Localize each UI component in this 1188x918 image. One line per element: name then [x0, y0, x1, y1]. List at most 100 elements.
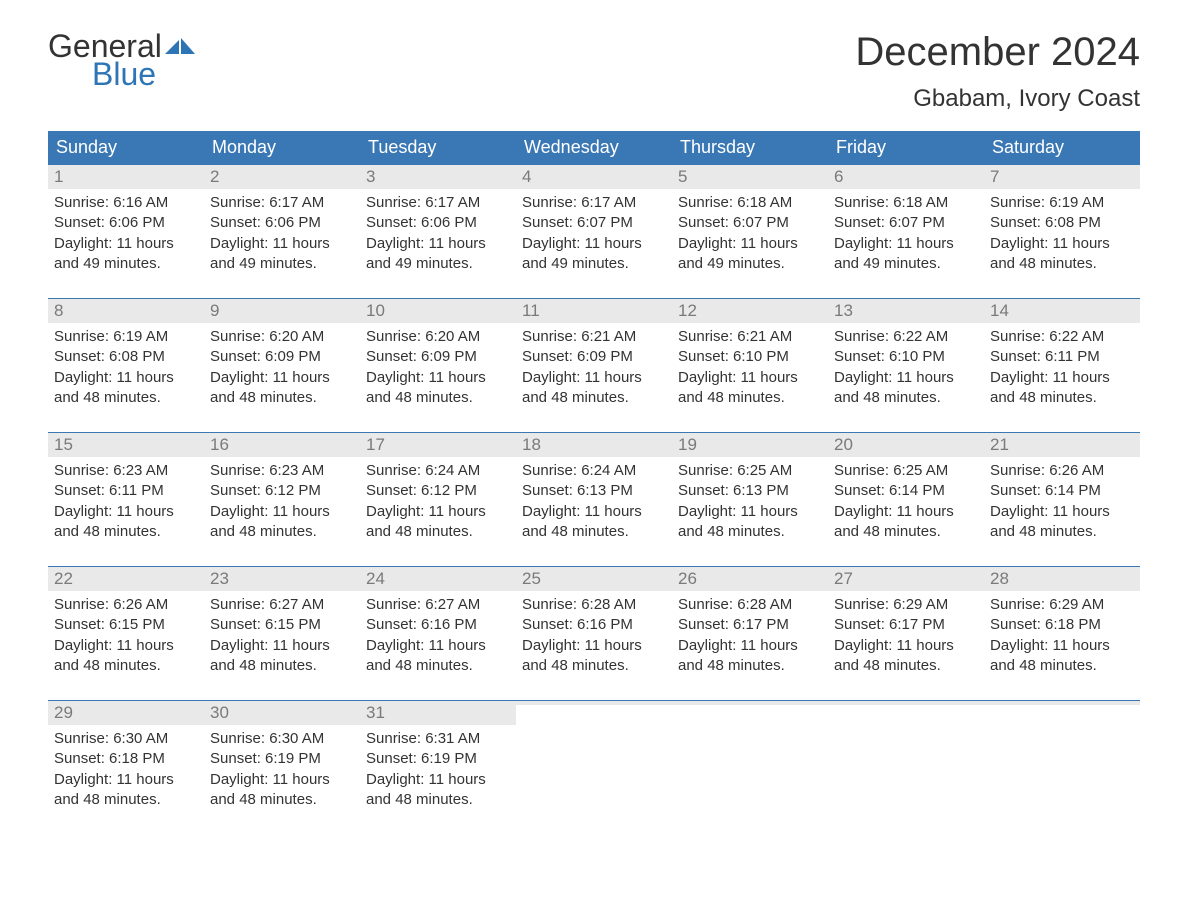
daylight-line: Daylight: 11 hours and 48 minutes. [366, 368, 510, 409]
day-number-row: 4 [516, 165, 672, 189]
sunrise-line: Sunrise: 6:30 AM [210, 729, 354, 749]
daylight-line: Daylight: 11 hours and 48 minutes. [366, 770, 510, 811]
sunset-line: Sunset: 6:14 PM [990, 481, 1134, 501]
day-details: Sunrise: 6:23 AMSunset: 6:12 PMDaylight:… [204, 457, 360, 548]
calendar-week: 15Sunrise: 6:23 AMSunset: 6:11 PMDayligh… [48, 432, 1140, 548]
day-number: 16 [204, 433, 360, 457]
sunrise-line: Sunrise: 6:28 AM [522, 595, 666, 615]
calendar-day-cell: 5Sunrise: 6:18 AMSunset: 6:07 PMDaylight… [672, 165, 828, 280]
day-number-row: 3 [360, 165, 516, 189]
calendar-day-cell: 2Sunrise: 6:17 AMSunset: 6:06 PMDaylight… [204, 165, 360, 280]
calendar-week: 1Sunrise: 6:16 AMSunset: 6:06 PMDaylight… [48, 164, 1140, 280]
day-number-row: 27 [828, 567, 984, 591]
daylight-line: Daylight: 11 hours and 49 minutes. [210, 234, 354, 275]
day-number-row: 31 [360, 701, 516, 725]
day-details: Sunrise: 6:25 AMSunset: 6:13 PMDaylight:… [672, 457, 828, 548]
day-number: 25 [516, 567, 672, 591]
day-number-row: 26 [672, 567, 828, 591]
daylight-line: Daylight: 11 hours and 48 minutes. [678, 636, 822, 677]
daylight-line: Daylight: 11 hours and 48 minutes. [210, 770, 354, 811]
daylight-line: Daylight: 11 hours and 48 minutes. [366, 636, 510, 677]
day-number: 30 [204, 701, 360, 725]
calendar-day-cell [828, 701, 984, 816]
day-number: 2 [204, 165, 360, 189]
daylight-line: Daylight: 11 hours and 48 minutes. [678, 502, 822, 543]
day-number: 12 [672, 299, 828, 323]
day-number-row: 10 [360, 299, 516, 323]
sunrise-line: Sunrise: 6:27 AM [366, 595, 510, 615]
daylight-line: Daylight: 11 hours and 48 minutes. [990, 502, 1134, 543]
dow-tuesday: Tuesday [360, 131, 516, 164]
day-details: Sunrise: 6:17 AMSunset: 6:07 PMDaylight:… [516, 189, 672, 280]
day-details: Sunrise: 6:17 AMSunset: 6:06 PMDaylight:… [204, 189, 360, 280]
day-number: 24 [360, 567, 516, 591]
sunrise-line: Sunrise: 6:22 AM [990, 327, 1134, 347]
sunrise-line: Sunrise: 6:22 AM [834, 327, 978, 347]
daylight-line: Daylight: 11 hours and 48 minutes. [834, 636, 978, 677]
sunset-line: Sunset: 6:07 PM [678, 213, 822, 233]
daylight-line: Daylight: 11 hours and 48 minutes. [522, 502, 666, 543]
dow-saturday: Saturday [984, 131, 1140, 164]
calendar-week: 29Sunrise: 6:30 AMSunset: 6:18 PMDayligh… [48, 700, 1140, 816]
calendar-day-cell: 9Sunrise: 6:20 AMSunset: 6:09 PMDaylight… [204, 299, 360, 414]
day-number: 5 [672, 165, 828, 189]
sunrise-line: Sunrise: 6:30 AM [54, 729, 198, 749]
brand-word2: Blue [92, 58, 195, 90]
calendar-day-cell: 13Sunrise: 6:22 AMSunset: 6:10 PMDayligh… [828, 299, 984, 414]
sunrise-line: Sunrise: 6:26 AM [990, 461, 1134, 481]
sunrise-line: Sunrise: 6:24 AM [522, 461, 666, 481]
day-number-row: 5 [672, 165, 828, 189]
sunset-line: Sunset: 6:19 PM [366, 749, 510, 769]
month-title: December 2024 [855, 30, 1140, 75]
day-number: 26 [672, 567, 828, 591]
day-details: Sunrise: 6:18 AMSunset: 6:07 PMDaylight:… [828, 189, 984, 280]
day-details: Sunrise: 6:28 AMSunset: 6:16 PMDaylight:… [516, 591, 672, 682]
calendar-day-cell: 4Sunrise: 6:17 AMSunset: 6:07 PMDaylight… [516, 165, 672, 280]
page-header: General Blue December 2024 Gbabam, Ivory… [48, 30, 1140, 113]
sunset-line: Sunset: 6:16 PM [366, 615, 510, 635]
calendar-body: 1Sunrise: 6:16 AMSunset: 6:06 PMDaylight… [48, 164, 1140, 816]
day-details: Sunrise: 6:26 AMSunset: 6:15 PMDaylight:… [48, 591, 204, 682]
daylight-line: Daylight: 11 hours and 49 minutes. [366, 234, 510, 275]
dow-sunday: Sunday [48, 131, 204, 164]
day-number: 21 [984, 433, 1140, 457]
day-number: 28 [984, 567, 1140, 591]
day-number-row: 19 [672, 433, 828, 457]
day-number: 23 [204, 567, 360, 591]
sunrise-line: Sunrise: 6:31 AM [366, 729, 510, 749]
daylight-line: Daylight: 11 hours and 48 minutes. [522, 368, 666, 409]
sunset-line: Sunset: 6:18 PM [990, 615, 1134, 635]
calendar-day-cell: 17Sunrise: 6:24 AMSunset: 6:12 PMDayligh… [360, 433, 516, 548]
day-number-row: 28 [984, 567, 1140, 591]
calendar-day-cell: 25Sunrise: 6:28 AMSunset: 6:16 PMDayligh… [516, 567, 672, 682]
sunrise-line: Sunrise: 6:21 AM [678, 327, 822, 347]
sunset-line: Sunset: 6:15 PM [54, 615, 198, 635]
calendar: Sunday Monday Tuesday Wednesday Thursday… [48, 131, 1140, 816]
day-number-row: 25 [516, 567, 672, 591]
brand-triangle-icon [165, 34, 195, 58]
day-details: Sunrise: 6:29 AMSunset: 6:17 PMDaylight:… [828, 591, 984, 682]
calendar-day-cell: 27Sunrise: 6:29 AMSunset: 6:17 PMDayligh… [828, 567, 984, 682]
day-details: Sunrise: 6:22 AMSunset: 6:10 PMDaylight:… [828, 323, 984, 414]
day-number-row: 23 [204, 567, 360, 591]
sunrise-line: Sunrise: 6:28 AM [678, 595, 822, 615]
sunset-line: Sunset: 6:09 PM [210, 347, 354, 367]
sunset-line: Sunset: 6:18 PM [54, 749, 198, 769]
day-number: 27 [828, 567, 984, 591]
dow-wednesday: Wednesday [516, 131, 672, 164]
day-number-row: 30 [204, 701, 360, 725]
day-details: Sunrise: 6:27 AMSunset: 6:15 PMDaylight:… [204, 591, 360, 682]
sunrise-line: Sunrise: 6:19 AM [990, 193, 1134, 213]
sunset-line: Sunset: 6:17 PM [678, 615, 822, 635]
day-number: 17 [360, 433, 516, 457]
calendar-day-cell: 29Sunrise: 6:30 AMSunset: 6:18 PMDayligh… [48, 701, 204, 816]
day-number: 6 [828, 165, 984, 189]
daylight-line: Daylight: 11 hours and 48 minutes. [990, 234, 1134, 275]
day-number: 29 [48, 701, 204, 725]
calendar-day-cell: 20Sunrise: 6:25 AMSunset: 6:14 PMDayligh… [828, 433, 984, 548]
sunrise-line: Sunrise: 6:29 AM [990, 595, 1134, 615]
sunrise-line: Sunrise: 6:23 AM [210, 461, 354, 481]
calendar-day-cell: 15Sunrise: 6:23 AMSunset: 6:11 PMDayligh… [48, 433, 204, 548]
day-number-row: 22 [48, 567, 204, 591]
calendar-day-cell: 7Sunrise: 6:19 AMSunset: 6:08 PMDaylight… [984, 165, 1140, 280]
